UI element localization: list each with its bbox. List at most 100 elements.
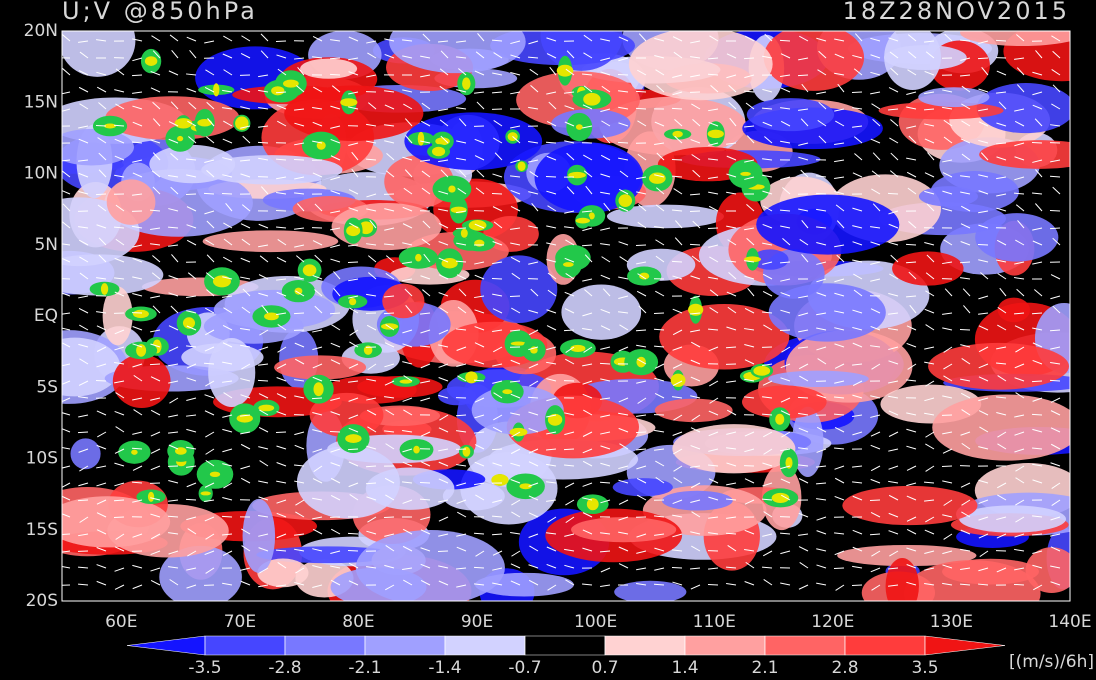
rain-core <box>302 264 317 277</box>
wind-arrow <box>62 170 71 178</box>
wind-arrow <box>564 412 575 416</box>
wind-arrow <box>170 186 179 195</box>
wind-arrow <box>978 139 989 144</box>
wind-arrow <box>871 363 881 370</box>
wind-arrow <box>691 103 701 110</box>
shade-blob <box>309 392 384 438</box>
shade-blob <box>959 505 1067 533</box>
wind-arrow <box>223 238 233 246</box>
wind-arrow <box>617 73 629 76</box>
wind-arrow <box>764 136 773 144</box>
wind-arrow <box>385 272 395 280</box>
wind-arrow <box>1051 499 1061 507</box>
wind-arrow <box>728 101 737 110</box>
wind-arrow <box>492 462 503 467</box>
wind-arrow <box>654 37 665 42</box>
wind-arrow <box>563 329 575 332</box>
wind-arrow <box>294 142 305 146</box>
wind-arrow <box>781 494 791 501</box>
wind-arrow <box>189 50 197 59</box>
wind-arrow <box>439 307 449 314</box>
wind-arrow <box>906 379 917 382</box>
wind-arrow <box>186 377 197 382</box>
wind-arrow <box>437 550 449 553</box>
wind-arrow <box>79 256 89 263</box>
wind-arrow <box>98 152 107 161</box>
wind-arrow <box>240 344 251 348</box>
wind-arrow <box>384 90 395 93</box>
wind-arrow <box>168 431 179 434</box>
wind-arrow <box>852 225 863 229</box>
wind-arrow <box>942 550 953 555</box>
wind-arrow <box>689 567 701 570</box>
wind-arrow <box>527 396 539 399</box>
wind-arrow <box>546 258 557 263</box>
wind-arrow <box>402 361 413 365</box>
wind-arrow <box>546 546 557 552</box>
wind-arrow <box>169 34 179 42</box>
wind-arrow <box>492 308 503 314</box>
wind-arrow <box>999 287 1007 297</box>
wind-arrow <box>330 227 341 231</box>
wind-arrow <box>258 496 269 501</box>
wind-arrow <box>474 274 485 280</box>
wind-arrow <box>206 169 215 178</box>
wind-arrow <box>150 533 161 540</box>
wind-arrow <box>167 226 179 229</box>
wind-arrow <box>564 548 575 552</box>
wind-arrow <box>225 202 233 212</box>
wind-arrow <box>348 380 359 383</box>
wind-arrow <box>205 272 215 280</box>
wind-arrow <box>402 329 413 334</box>
wind-arrow <box>996 516 1007 521</box>
wind-arrow <box>943 499 953 506</box>
wind-arrow <box>222 448 233 453</box>
wind-arrow <box>132 499 143 503</box>
wind-arrow <box>799 35 809 42</box>
wind-arrow <box>581 73 593 76</box>
wind-arrow <box>834 190 845 195</box>
wind-arrow <box>888 410 899 416</box>
wind-arrow <box>312 412 323 416</box>
rain-core <box>465 371 478 384</box>
wind-arrow <box>186 465 197 468</box>
wind-arrow <box>618 311 629 314</box>
rain-core <box>177 135 184 142</box>
wind-arrow <box>348 91 359 95</box>
wind-arrow <box>655 290 665 297</box>
wind-arrow <box>1014 567 1025 571</box>
wind-arrow <box>132 363 143 368</box>
wind-arrow <box>384 477 395 484</box>
wind-arrow <box>528 159 539 163</box>
wind-arrow <box>276 363 287 370</box>
wind-arrow <box>907 34 917 42</box>
wind-arrow <box>347 448 359 451</box>
wind-arrow <box>655 69 665 76</box>
wind-arrow <box>635 448 647 451</box>
wind-arrow <box>942 172 953 178</box>
wind-arrow <box>312 36 323 42</box>
wind-arrow <box>744 499 755 505</box>
wind-arrow <box>1015 346 1025 353</box>
wind-arrow <box>546 346 557 351</box>
wind-arrow <box>312 172 323 178</box>
wind-arrow <box>744 125 755 128</box>
wind-arrow <box>402 448 413 453</box>
wind-arrow <box>852 125 863 128</box>
wind-arrow <box>474 444 485 450</box>
wind-arrow <box>618 397 629 403</box>
wind-arrow <box>492 499 503 503</box>
wind-arrow <box>619 443 629 450</box>
wind-arrow <box>366 324 377 331</box>
wind-arrow <box>510 393 521 399</box>
wind-arrow <box>691 511 701 518</box>
wind-arrow <box>456 89 467 93</box>
wind-arrow <box>258 274 269 280</box>
wind-arrow <box>618 122 629 127</box>
wind-arrow <box>960 138 971 144</box>
wind-arrow <box>204 40 215 44</box>
wind-arrow <box>312 584 323 588</box>
wind-arrow <box>276 191 287 195</box>
rain-core <box>144 56 158 66</box>
wind-arrow <box>583 52 593 59</box>
